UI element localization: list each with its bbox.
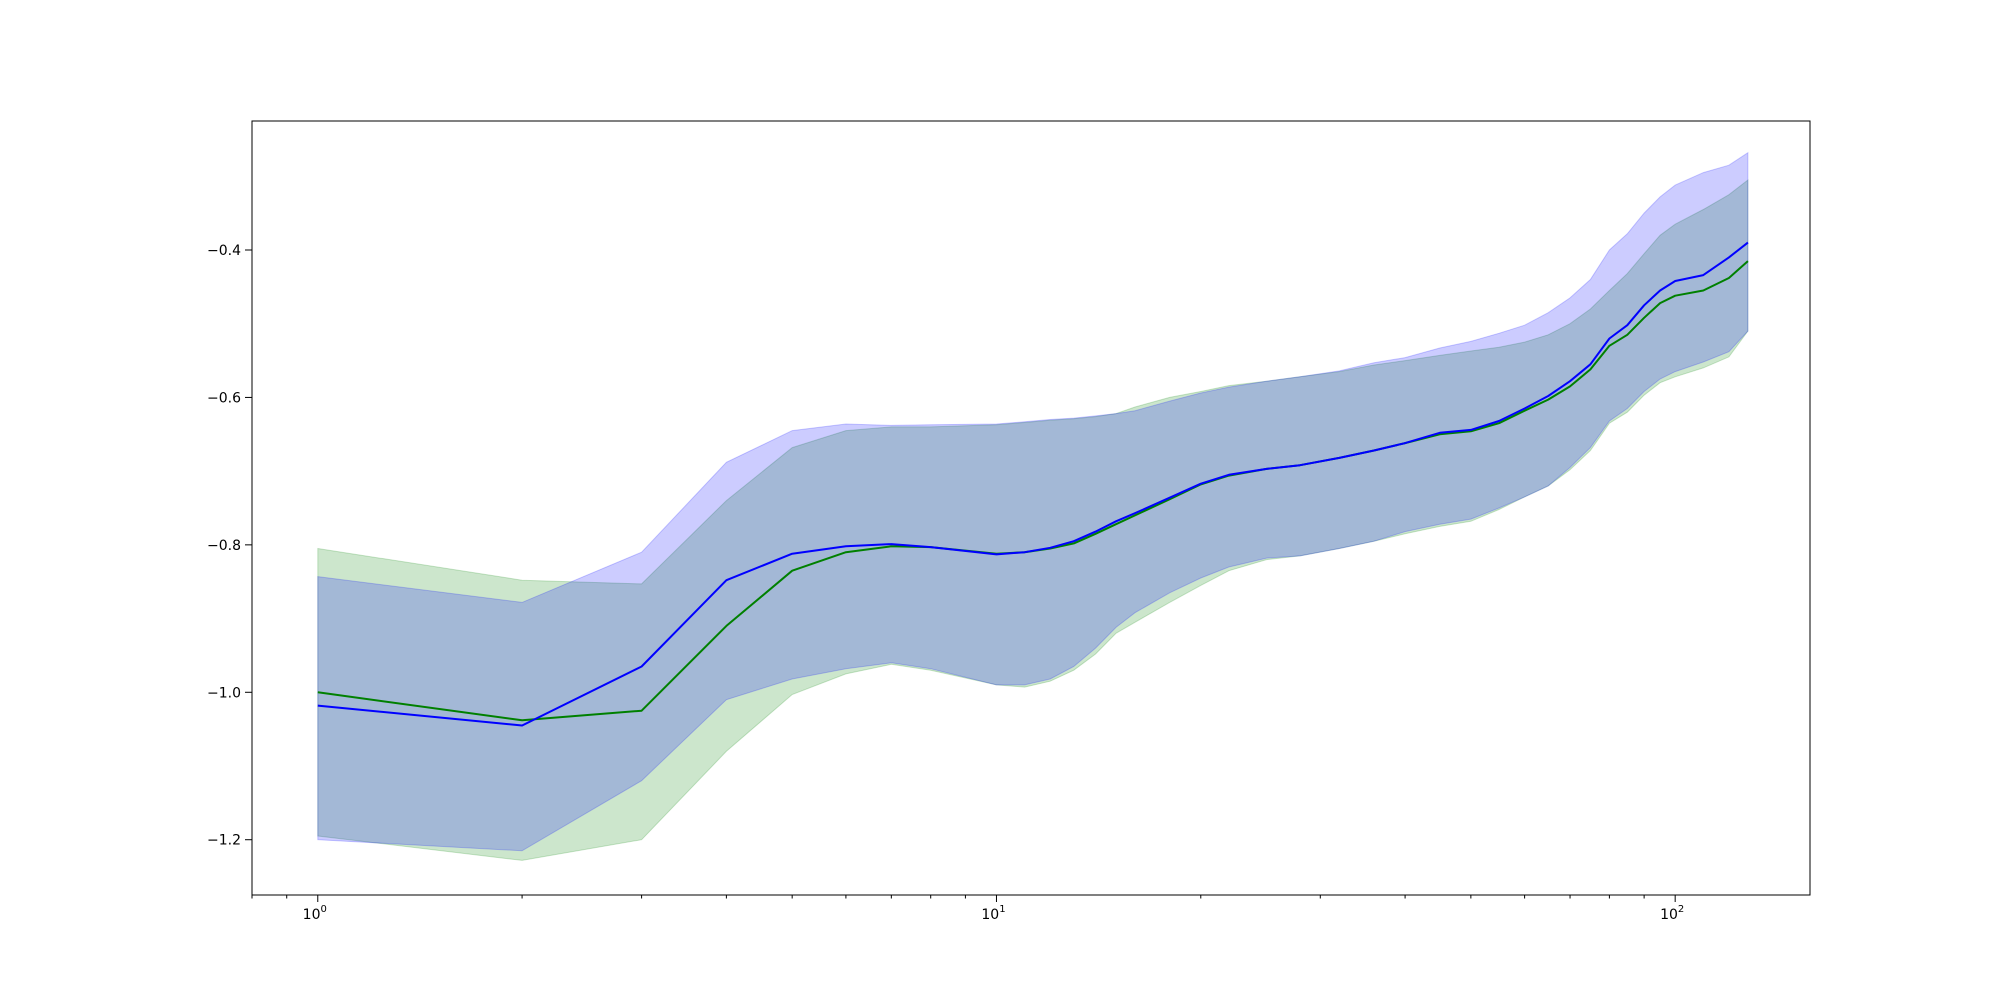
band-series-1 [317,178,1749,861]
y-tick-label: −0.8 [207,538,241,554]
y-tick-label: −1.2 [207,833,241,849]
y-axis: −1.2 −1.0 −0.8 −0.6 −0.4 [207,243,252,849]
band-series-2 [317,151,1749,852]
x-tick-label: 101 [981,904,1005,923]
x-tick-label: 102 [1660,904,1684,923]
y-tick-label: −0.4 [207,243,241,259]
x-axis: 100 101 102 [251,895,1684,923]
line-series-2 [317,241,1749,727]
confidence-bands [317,151,1749,861]
y-tick-label: −1.0 [207,685,241,701]
series-lines [317,241,1749,727]
y-tick-label: −0.6 [207,390,241,406]
x-tick-label: 100 [303,904,327,923]
plot-frame [251,120,1811,896]
